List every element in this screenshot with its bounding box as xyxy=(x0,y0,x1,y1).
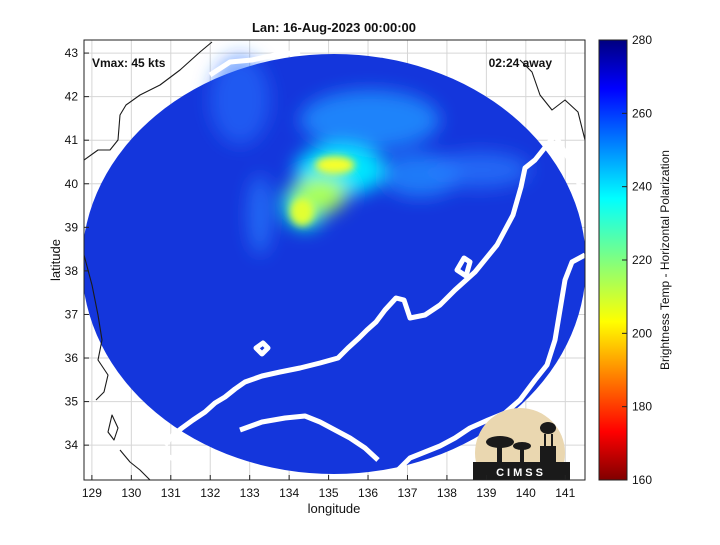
x-tick-label: 132 xyxy=(200,486,220,500)
chart-title: Lan: 16-Aug-2023 00:00:00 xyxy=(252,20,416,35)
y-tick-label: 42 xyxy=(65,90,79,104)
coast-sado xyxy=(454,255,473,279)
coast-oki xyxy=(253,340,271,357)
x-axis-ticks: 129 130 131 132 133 134 135 136 137 138 139 140 141 xyxy=(82,475,576,500)
cimss-logo: CIMSS xyxy=(473,408,570,480)
x-tick-label: 134 xyxy=(279,486,299,500)
y-tick-label: 39 xyxy=(65,220,79,234)
y-tick-label: 43 xyxy=(65,46,79,60)
coast-honshu-outer xyxy=(163,132,585,447)
y-tick-label: 37 xyxy=(65,307,79,321)
colorbar-tick-label: 180 xyxy=(632,400,652,414)
coast-tsushima xyxy=(107,414,119,441)
x-tick-label: 130 xyxy=(121,486,141,500)
feature-northern-arc xyxy=(300,90,440,150)
x-tick-label: 138 xyxy=(437,486,457,500)
logo-banner xyxy=(473,462,570,480)
feature-warm-core xyxy=(315,156,355,174)
vmax-label: Vmax: 45 kts xyxy=(92,56,166,70)
x-tick-label: 135 xyxy=(319,486,339,500)
logo-text: CIMSS xyxy=(496,467,546,479)
x-tick-label: 131 xyxy=(161,486,181,500)
coast-korea-outline xyxy=(84,41,213,161)
coast-north-shore xyxy=(208,49,301,78)
coast-kyushu xyxy=(163,452,212,480)
colorbar-label: Brightness Temp - Horizontal Polarizatio… xyxy=(658,150,672,370)
colorbar-tick-label: 260 xyxy=(632,106,652,120)
y-axis-ticks: 34 35 36 37 38 39 40 41 42 43 xyxy=(65,46,89,452)
coast-kyushu-west xyxy=(119,449,151,480)
feature-warm-core-west xyxy=(290,198,314,226)
x-tick-label: 136 xyxy=(358,486,378,500)
colorbar-tick-label: 200 xyxy=(632,326,652,340)
coast-primorye xyxy=(519,59,585,141)
x-tick-label: 129 xyxy=(82,486,102,500)
x-tick-label: 141 xyxy=(555,486,575,500)
y-tick-label: 40 xyxy=(65,177,79,191)
x-tick-label: 133 xyxy=(240,486,260,500)
feature-northwest-streak xyxy=(210,55,270,145)
y-tick-label: 38 xyxy=(65,264,79,278)
y-tick-label: 36 xyxy=(65,351,79,365)
colorbar-tick-label: 240 xyxy=(632,180,652,194)
colorbar-tick-label: 280 xyxy=(632,33,652,47)
x-tick-label: 140 xyxy=(516,486,536,500)
feature-western-streak xyxy=(248,175,272,255)
y-tick-label: 34 xyxy=(65,438,79,452)
axes-frame xyxy=(83,39,586,481)
colorbar-ticks: 160 180 200 220 240 260 280 xyxy=(622,33,652,487)
x-tick-label: 137 xyxy=(397,486,417,500)
warm-core xyxy=(290,156,355,226)
logo-silhouette xyxy=(486,422,556,462)
y-axis-label: latitude xyxy=(48,239,63,281)
colorbar-tick-label: 220 xyxy=(632,253,652,267)
coast-korea-east xyxy=(84,254,109,401)
y-tick-label: 35 xyxy=(65,395,79,409)
time-offset-label: 02:24 away xyxy=(489,56,553,70)
feature-eastern-band xyxy=(430,152,530,188)
x-tick-label: 139 xyxy=(476,486,496,500)
y-tick-label: 41 xyxy=(65,133,79,147)
x-axis-label: longitude xyxy=(308,501,361,516)
colorbar-tick-label: 160 xyxy=(632,473,652,487)
coast-shikoku xyxy=(239,413,380,462)
